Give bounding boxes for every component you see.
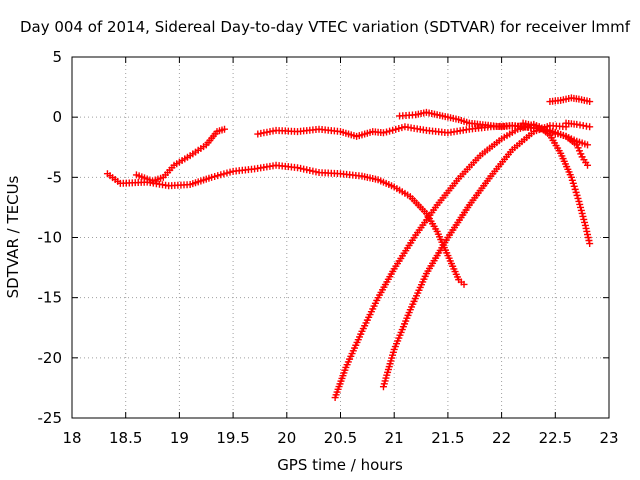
x-tick-label: 18.5 [109,429,142,447]
data-marker [221,125,229,133]
data-marker [217,171,225,179]
data-marker [584,161,592,169]
x-tick-label: 22 [492,429,511,447]
data-marker [226,168,234,176]
x-tick-label: 21 [385,429,404,447]
data-marker [586,240,594,248]
data-marker [586,98,594,106]
x-axis-label: GPS time / hours [277,456,403,474]
data-marker [551,130,559,138]
y-tick-label: 5 [52,48,62,66]
data-marker [586,123,594,131]
y-axis-label: SDTVAR / TECUs [4,175,22,298]
x-tick-label: 21.5 [431,429,464,447]
data-marker [392,125,400,133]
data-marker [214,172,222,180]
data-marker [460,280,468,288]
grid-lines [72,57,609,418]
data-marker [211,172,219,180]
y-tick-label: -20 [38,349,63,367]
x-tick-label: 20.5 [324,429,357,447]
data-marker [395,125,403,133]
data-marker [389,126,397,134]
series-arc-g [379,122,570,391]
data-markers [103,94,594,402]
series-arc-f [331,120,559,402]
data-marker [208,173,216,181]
series-arc-i [562,119,594,131]
axis-ticks: 18 18.5 19 19.5 20 20.5 21 21.5 22 22.5 23 5 0 -5 -10 -… [38,48,619,447]
series-arc-a [103,161,468,288]
chart-title: Day 004 of 2014, Sidereal Day-to-day VTE… [20,18,631,36]
x-tick-label: 20 [277,429,296,447]
data-marker [584,141,592,149]
y-tick-label: -25 [38,409,63,427]
data-marker [386,127,394,135]
series-arc-b [132,125,229,185]
x-tick-label: 19 [170,429,189,447]
y-tick-label: -10 [38,229,63,247]
data-marker [383,128,391,136]
series-arc-e [519,119,594,248]
y-tick-label: 0 [52,108,62,126]
x-tick-label: 22.5 [539,429,572,447]
data-marker [220,170,228,178]
series-arc-h [546,94,594,106]
x-tick-label: 23 [599,429,618,447]
y-tick-label: -5 [47,168,62,186]
data-marker [223,169,231,177]
y-tick-label: -15 [38,289,63,307]
x-tick-label: 18 [62,429,81,447]
x-tick-label: 19.5 [216,429,249,447]
data-marker [398,124,406,132]
data-marker [379,129,387,137]
